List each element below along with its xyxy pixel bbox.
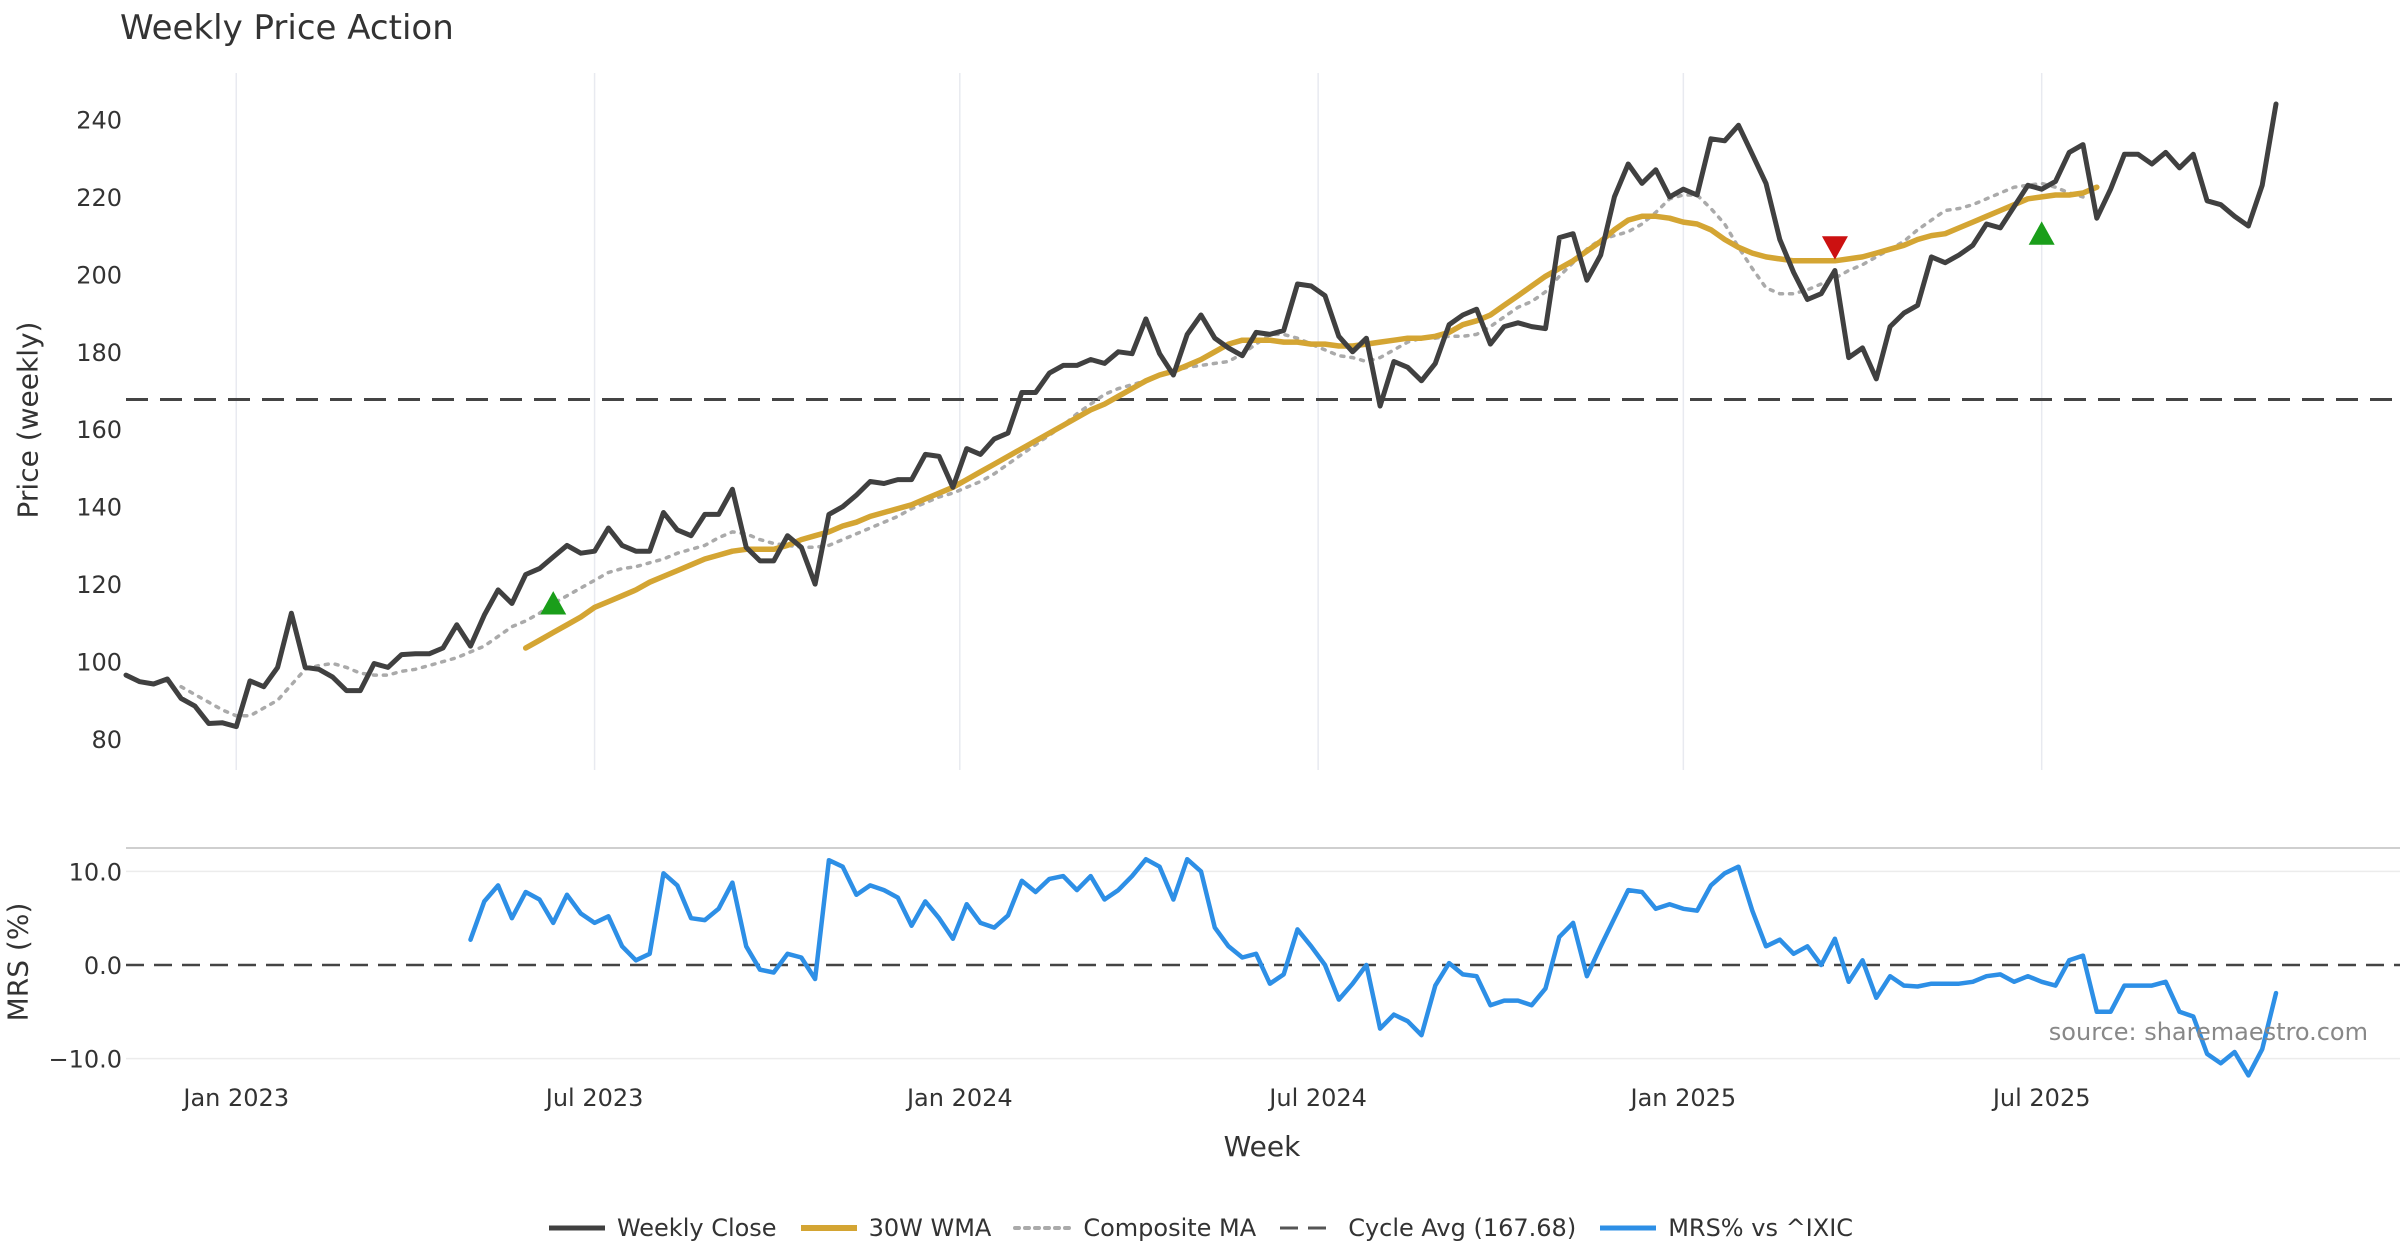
mrs-tick-label: −10.0 (48, 1046, 122, 1074)
mrs-tick-label: 0.0 (84, 952, 122, 980)
legend-item-weekly-close[interactable]: Weekly Close (547, 1214, 777, 1242)
legend-item-mrs[interactable]: MRS% vs ^IXIC (1598, 1214, 1853, 1242)
legend-label: 30W WMA (868, 1214, 992, 1242)
legend-label: Cycle Avg (167.68) (1348, 1214, 1577, 1242)
price-tick-label: 220 (76, 184, 122, 212)
price-tick-label: 100 (76, 649, 122, 677)
weekly-close-line (123, 101, 2279, 730)
x-tick-label: Jan 2023 (181, 1084, 289, 1112)
legend-item-30w-wma[interactable]: 30W WMA (799, 1214, 992, 1242)
legend-swatch-cycle-avg (1280, 1226, 1337, 1230)
sell-signal-marker (1821, 236, 1848, 260)
x-tick-label: Jul 2025 (1991, 1084, 2091, 1112)
price-tick-label: 140 (76, 494, 122, 522)
legend-label: Weekly Close (616, 1214, 777, 1242)
price-tick-label: 120 (76, 571, 122, 599)
legend-swatch-30w-wma (800, 1225, 857, 1231)
legend-swatch-composite-ma (1013, 1226, 1074, 1230)
x-tick-label: Jul 2023 (544, 1084, 644, 1112)
legend-item-cycle-avg[interactable]: Cycle Avg (167.68) (1278, 1214, 1576, 1242)
price-tick-label: 80 (91, 726, 122, 754)
mrs-tick-label: 10.0 (69, 858, 122, 886)
legend: Weekly Close 30W WMA Composite MA Cycle … (0, 1214, 2400, 1242)
mrs-line (468, 856, 2279, 1078)
price-tick-label: 160 (76, 416, 122, 444)
x-tick-label: Jan 2025 (1628, 1084, 1736, 1112)
legend-swatch-mrs (1600, 1225, 1657, 1231)
chart-title: Weekly Price Action (120, 8, 454, 48)
legend-item-composite-ma[interactable]: Composite MA (1013, 1214, 1256, 1242)
source-note: source: sharemaestro.com (2048, 1018, 2368, 1046)
x-tick-label: Jul 2024 (1267, 1084, 1367, 1112)
price-tick-label: 240 (76, 106, 122, 134)
wma-line (522, 184, 2100, 651)
legend-label: MRS% vs ^IXIC (1668, 1214, 1854, 1242)
composite-ma-line (179, 181, 2085, 718)
legend-label: Composite MA (1083, 1214, 1257, 1242)
x-tick-label: Jan 2024 (905, 1084, 1013, 1112)
price-tick-label: 180 (76, 339, 122, 367)
x-axis-label: Week (1223, 1130, 1301, 1163)
legend-swatch-weekly-close (548, 1225, 605, 1231)
buy-signal-marker (2028, 221, 2055, 245)
buy-signal-marker (540, 591, 567, 615)
price-tick-label: 200 (76, 261, 122, 289)
